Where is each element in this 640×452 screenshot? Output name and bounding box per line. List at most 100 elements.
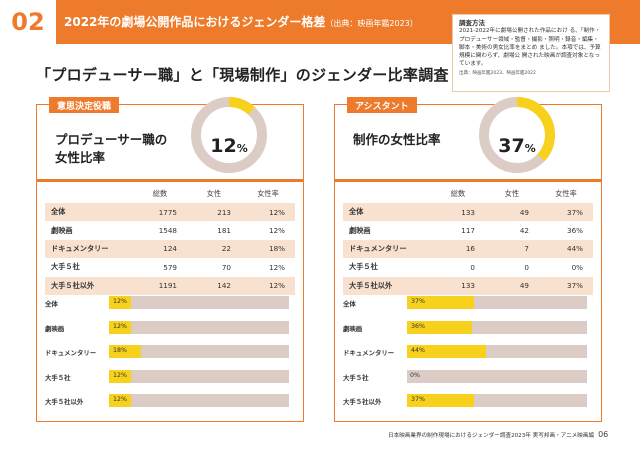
bar-row: ドキュメンタリー 44% bbox=[343, 342, 595, 367]
row-rate: 18% bbox=[241, 239, 295, 259]
donut-arc bbox=[479, 97, 555, 173]
bar-fill bbox=[109, 320, 131, 334]
page-footer: 日本映画業界の制作現場におけるジェンダー調査2023年 実写邦画・アニメ映画編 0… bbox=[388, 430, 608, 439]
bar-fill bbox=[109, 369, 131, 383]
bar-row: 大手５社 12% bbox=[45, 367, 297, 392]
bar-row: 劇映画 36% bbox=[343, 318, 595, 343]
row-female: 49 bbox=[485, 276, 539, 295]
bar-fill bbox=[109, 345, 142, 358]
bar-track: 12% bbox=[109, 394, 289, 407]
donut-percent: 12% bbox=[189, 121, 269, 174]
row-rate: 12% bbox=[241, 258, 295, 277]
bar-track: 18% bbox=[109, 345, 289, 358]
divider bbox=[335, 179, 601, 182]
panel-tag: アシスタント bbox=[347, 97, 417, 113]
row-label: 大手５社以外 bbox=[45, 276, 133, 295]
bar-label: 劇映画 bbox=[343, 324, 363, 333]
footer-text: 日本映画業界の制作現場におけるジェンダー調査2023年 実写邦画・アニメ映画編 bbox=[388, 433, 595, 439]
bar-label: 劇映画 bbox=[45, 324, 65, 333]
row-label: 大手５社以外 bbox=[343, 276, 431, 295]
row-female: 70 bbox=[187, 258, 241, 277]
col-header-female: 女性 bbox=[206, 189, 222, 198]
header-source: （出典：映画年鑑2023） bbox=[325, 19, 418, 28]
survey-note: 出典：映画年鑑2023、映画年鑑2022 bbox=[459, 70, 536, 76]
row-rate: 44% bbox=[539, 239, 593, 259]
panel-subtitle: 制作の女性比率 bbox=[353, 131, 441, 149]
row-total: 124 bbox=[133, 239, 187, 259]
bar-chart: 全体 12% 劇映画 12% ドキュメンタリー 18% 大手５社 12 bbox=[45, 293, 297, 416]
row-total: 117 bbox=[431, 221, 485, 240]
bar-value-label: 0% bbox=[410, 371, 420, 379]
row-rate: 0% bbox=[539, 258, 593, 277]
bar-row: 劇映画 12% bbox=[45, 318, 297, 343]
bar-chart: 全体 37% 劇映画 36% ドキュメンタリー 44% 大手５社 0% bbox=[343, 293, 595, 416]
panel-subtitle-line2: 女性比率 bbox=[55, 150, 106, 165]
row-rate: 37% bbox=[539, 276, 593, 295]
bar-track: 44% bbox=[407, 345, 587, 358]
bar-fill bbox=[109, 296, 131, 309]
bar-track: 0% bbox=[407, 369, 587, 383]
col-header-total: 総数 bbox=[450, 189, 466, 198]
bar-row: 全体 37% bbox=[343, 293, 595, 318]
panel-tag: 意思決定役職 bbox=[49, 97, 120, 113]
table-row: 大手５社以外 1191 142 12% bbox=[45, 276, 295, 295]
bar-fill bbox=[109, 394, 131, 407]
bar-value-label: 12% bbox=[113, 298, 127, 305]
bar-label: 全体 bbox=[343, 300, 356, 308]
bar-value-label: 37% bbox=[411, 298, 425, 305]
bar-fill bbox=[407, 296, 474, 309]
bar-fill bbox=[407, 345, 487, 358]
bar-label: 大手５社以外 bbox=[45, 398, 84, 406]
table-row: 全体 133 49 37% bbox=[343, 203, 593, 222]
bar-row: 大手５社以外 37% bbox=[343, 391, 595, 416]
table-row: ドキュメンタリー 124 22 18% bbox=[45, 239, 295, 259]
donut-number: 37 bbox=[498, 135, 525, 157]
bar-value-label: 36% bbox=[411, 322, 425, 330]
bar-value-label: 12% bbox=[113, 371, 127, 379]
bar-label: ドキュメンタリー bbox=[45, 349, 97, 357]
survey-title: 調査方法 bbox=[459, 19, 485, 27]
bar-label: 大手５社 bbox=[45, 373, 71, 382]
bar-label: 大手５社 bbox=[343, 373, 369, 382]
bar-track: 36% bbox=[407, 320, 587, 334]
row-total: 579 bbox=[133, 258, 187, 277]
bar-label: 大手５社以外 bbox=[343, 398, 382, 406]
bar-track: 12% bbox=[109, 320, 289, 334]
bar-value-label: 12% bbox=[113, 322, 127, 330]
row-rate: 37% bbox=[539, 203, 593, 222]
row-total: 1191 bbox=[133, 276, 187, 295]
bar-row: 大手５社以外 12% bbox=[45, 391, 297, 416]
divider bbox=[37, 179, 303, 182]
table-row: ドキュメンタリー 16 7 44% bbox=[343, 239, 593, 259]
row-female: 7 bbox=[485, 239, 539, 259]
panel-producer: 意思決定役職 プロデューサー職の 女性比率 12% 総数 女性 女性率 全体 1… bbox=[36, 97, 304, 422]
bar-value-label: 18% bbox=[113, 347, 127, 354]
row-female: 49 bbox=[485, 203, 539, 222]
col-header-female: 女性 bbox=[504, 189, 520, 198]
row-label: 劇映画 bbox=[45, 221, 133, 240]
bar-track: 37% bbox=[407, 296, 587, 309]
panel-subtitle-line1: 制作の女性比率 bbox=[353, 132, 441, 147]
bar-fill bbox=[407, 394, 474, 407]
row-label: ドキュメンタリー bbox=[343, 239, 431, 259]
page-title: 「プロデューサー職」と「現場制作」のジェンダー比率調査 bbox=[36, 66, 449, 84]
row-label: ドキュメンタリー bbox=[45, 239, 133, 259]
donut-arc bbox=[191, 97, 267, 173]
survey-method-box: 調査方法 2021-2022年に劇場公開された作品におけ る、「制作・プロデュー… bbox=[452, 14, 610, 92]
col-header-rate: 女性率 bbox=[257, 189, 279, 198]
row-label: 全体 bbox=[45, 203, 133, 222]
panel-assistant: アシスタント 制作の女性比率 37% 総数 女性 女性率 全体 133 49 bbox=[334, 97, 602, 422]
bar-value-label: 12% bbox=[113, 396, 127, 403]
header-blank bbox=[45, 185, 133, 203]
row-female: 213 bbox=[187, 203, 241, 222]
row-total: 133 bbox=[431, 203, 485, 222]
bar-value-label: 37% bbox=[411, 396, 425, 403]
table-row: 劇映画 1548 181 12% bbox=[45, 221, 295, 240]
row-total: 133 bbox=[431, 276, 485, 295]
table-row: 大手５社以外 133 49 37% bbox=[343, 276, 593, 295]
bar-value-label: 44% bbox=[411, 347, 425, 354]
row-total: 1775 bbox=[133, 203, 187, 222]
table-header: 総数 女性 女性率 bbox=[45, 185, 295, 203]
table-row: 大手５社 579 70 12% bbox=[45, 258, 295, 277]
bar-track: 37% bbox=[407, 394, 587, 407]
